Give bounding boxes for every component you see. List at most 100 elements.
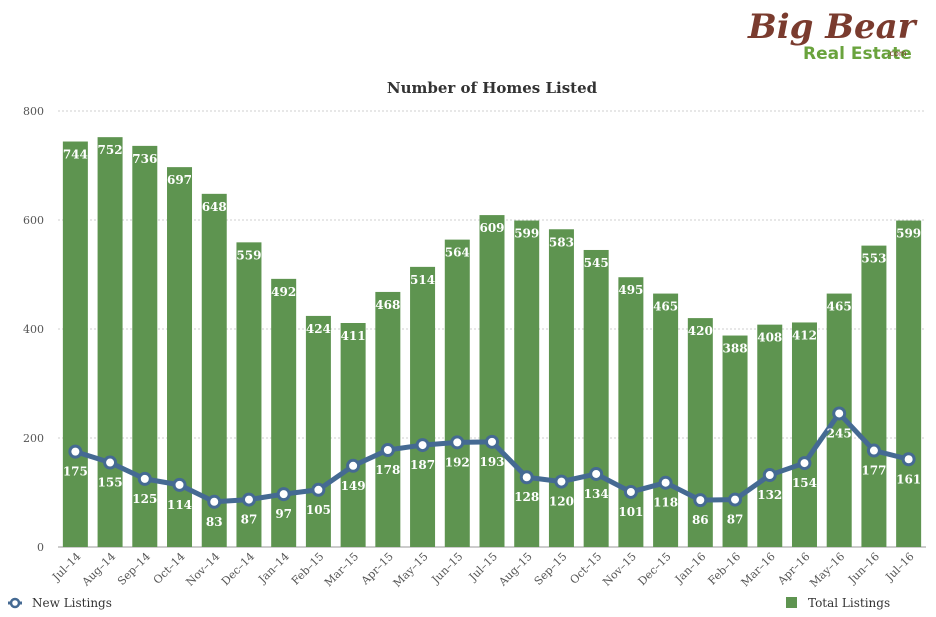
bar-data-label: 412 xyxy=(792,328,817,342)
bar-data-label: 599 xyxy=(896,227,921,241)
bar-total-listings xyxy=(896,220,922,548)
point-new-listings xyxy=(346,458,361,473)
point-new-listings xyxy=(103,455,118,470)
point-new-listings xyxy=(728,492,743,507)
bar-data-label: 752 xyxy=(98,143,123,157)
x-axis: Jul–14Aug–14Sep–14Oct–14Nov–14Dec–14Jan–… xyxy=(49,550,917,590)
bar-total-listings xyxy=(271,278,297,547)
logo-line1: Big Bear xyxy=(747,7,918,47)
x-tick-label: Dec–15 xyxy=(636,550,674,588)
logo-suffix: .com xyxy=(887,49,907,58)
y-tick-label: 600 xyxy=(23,214,44,227)
point-data-label: 97 xyxy=(275,507,292,521)
x-tick-label: Aug–14 xyxy=(79,550,118,589)
x-tick-label: May–16 xyxy=(807,550,847,590)
point-data-label: 175 xyxy=(63,465,88,479)
x-tick-label: Sep–14 xyxy=(115,550,153,588)
legend-label-total-listings: Total Listings xyxy=(808,596,890,610)
point-new-listings xyxy=(658,475,673,490)
point-new-listings xyxy=(68,444,83,459)
x-tick-label: Dec–14 xyxy=(219,550,257,588)
x-tick-label: Apr–15 xyxy=(358,550,396,588)
legend: New Listings Total Listings xyxy=(8,596,890,610)
point-data-label: 101 xyxy=(618,505,643,519)
x-tick-label: Jun–15 xyxy=(429,550,466,587)
bar-data-label: 492 xyxy=(271,285,296,299)
bar-data-label: 744 xyxy=(63,148,88,162)
bar-data-label: 697 xyxy=(167,173,192,187)
point-data-label: 83 xyxy=(206,515,223,529)
bar-total-listings xyxy=(375,291,401,547)
y-tick-label: 400 xyxy=(23,323,44,336)
point-new-listings xyxy=(276,487,291,502)
bar-total-listings xyxy=(340,323,366,547)
bar-total-listings xyxy=(201,193,227,547)
point-new-listings xyxy=(485,434,499,449)
point-data-label: 187 xyxy=(410,458,435,472)
bar-data-label: 468 xyxy=(375,298,400,312)
bar-total-listings xyxy=(410,266,436,547)
legend-item-total-listings: Total Listings xyxy=(786,596,890,610)
bar-total-listings xyxy=(444,239,470,547)
point-new-listings xyxy=(207,494,222,509)
bar-data-label: 545 xyxy=(584,256,609,270)
bar-total-listings xyxy=(514,220,540,548)
bar-total-listings xyxy=(97,137,123,547)
bar-total-listings xyxy=(132,145,158,547)
bar-total-listings xyxy=(687,318,713,547)
bar-data-label: 420 xyxy=(688,324,713,338)
point-new-listings xyxy=(137,471,152,486)
bar-data-label: 465 xyxy=(827,300,852,314)
point-data-label: 87 xyxy=(241,513,258,527)
bar-data-label: 736 xyxy=(132,152,157,166)
line-series: 175 155 125 114 83 87 97 105 149 178 187 192 193 128 1… xyxy=(63,406,921,529)
chart-title: Number of Homes Listed xyxy=(387,79,598,97)
point-new-listings xyxy=(554,474,569,489)
point-data-label: 161 xyxy=(896,472,921,486)
legend-marker-swatch xyxy=(9,597,21,609)
point-data-label: 128 xyxy=(514,490,539,504)
point-new-listings xyxy=(241,492,256,507)
point-data-label: 132 xyxy=(757,488,782,502)
y-tick-label: 800 xyxy=(23,105,44,118)
point-data-label: 245 xyxy=(827,426,852,440)
x-tick-label: Oct–15 xyxy=(567,550,604,587)
bar-data-label: 424 xyxy=(306,322,331,336)
y-axis: 0 200 400 600 800 xyxy=(23,105,44,554)
point-new-listings xyxy=(589,466,604,481)
point-new-listings xyxy=(380,442,395,457)
bar-total-listings xyxy=(583,249,609,547)
x-tick-label: Feb–16 xyxy=(706,550,744,588)
bar-total-listings xyxy=(479,215,505,547)
x-tick-label: May–15 xyxy=(391,550,431,590)
x-tick-label: Jul–16 xyxy=(882,550,916,584)
point-new-listings xyxy=(901,452,916,467)
point-data-label: 155 xyxy=(98,476,123,490)
x-tick-label: Jul–15 xyxy=(466,550,500,584)
x-tick-label: Nov–14 xyxy=(183,550,222,589)
point-data-label: 134 xyxy=(584,487,609,501)
point-new-listings xyxy=(519,470,534,485)
point-data-label: 118 xyxy=(653,496,678,510)
logo: Big Bear Real Estate .com xyxy=(747,7,918,64)
point-new-listings xyxy=(623,484,638,499)
point-data-label: 120 xyxy=(549,495,574,509)
bar-total-listings xyxy=(548,229,574,547)
x-tick-label: Feb–15 xyxy=(289,550,327,588)
point-data-label: 192 xyxy=(445,455,470,469)
point-new-listings xyxy=(415,438,430,453)
point-data-label: 87 xyxy=(727,513,744,527)
y-tick-label: 0 xyxy=(37,541,44,554)
x-tick-label: Oct–14 xyxy=(151,550,188,587)
point-data-label: 177 xyxy=(861,464,886,478)
bar-data-label: 599 xyxy=(514,227,539,241)
bar-total-listings xyxy=(62,141,88,547)
x-tick-label: Mar–16 xyxy=(739,550,778,589)
point-new-listings xyxy=(450,435,465,450)
y-tick-label: 200 xyxy=(23,432,44,445)
bar-data-label: 559 xyxy=(236,248,261,262)
point-data-label: 193 xyxy=(479,455,504,469)
bar-total-listings xyxy=(305,315,331,547)
bar-data-label: 648 xyxy=(202,200,227,214)
